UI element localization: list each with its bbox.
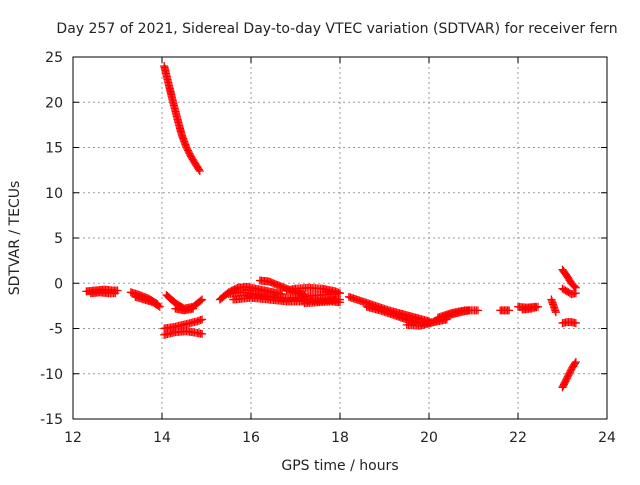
series-seg14: [282, 283, 344, 298]
series-seg15: [300, 297, 344, 308]
data-point: [154, 301, 163, 310]
data-point: [505, 306, 514, 315]
y-tick-label: 15: [45, 141, 63, 157]
data-point: [194, 165, 203, 174]
data-layer: [82, 62, 580, 392]
series-seg5: [160, 62, 204, 176]
series-seg9: [160, 327, 207, 339]
x-tick-label: 14: [153, 430, 171, 446]
series-seg2: [86, 288, 120, 298]
series-seg19: [433, 306, 482, 322]
series-seg4: [131, 292, 164, 311]
y-tick-label: 0: [54, 276, 63, 292]
data-point: [570, 282, 579, 291]
data-point: [198, 295, 207, 304]
series-seg25: [558, 284, 580, 299]
x-axis-label: GPS time / hours: [281, 458, 398, 474]
data-point: [198, 315, 207, 324]
series-seg23: [547, 295, 560, 317]
data-point: [571, 357, 580, 366]
y-tick-label: 25: [45, 50, 63, 66]
series-seg7: [171, 304, 198, 315]
data-point: [189, 304, 198, 313]
tick-layer: 12 14 16 18 20 22 24 -15 -10 -5 0 5 10 15 20 25: [40, 50, 616, 446]
y-tick-label: 5: [54, 231, 63, 247]
data-point: [571, 289, 580, 298]
y-tick-label: -5: [49, 322, 63, 338]
data-point: [195, 167, 204, 176]
data-point: [111, 289, 120, 298]
y-tick-label: 10: [45, 186, 63, 202]
x-tick-label: 18: [331, 430, 349, 446]
data-point: [336, 289, 344, 298]
data-point: [473, 306, 482, 315]
y-tick-label: 20: [45, 95, 63, 111]
data-point: [534, 302, 543, 311]
y-tick-label: -15: [40, 412, 63, 428]
data-point: [300, 291, 309, 300]
x-tick-label: 24: [598, 430, 616, 446]
y-tick-label: -10: [40, 367, 63, 383]
series-seg20: [496, 306, 514, 315]
data-point: [551, 308, 560, 317]
data-point: [155, 302, 164, 311]
y-axis-label: SDTVAR / TECUs: [7, 181, 23, 296]
x-tick-label: 20: [420, 430, 438, 446]
series-seg26: [558, 318, 580, 328]
series-seg22: [518, 302, 543, 314]
x-tick-label: 12: [64, 430, 82, 446]
chart-title: Day 257 of 2021, Sidereal Day-to-day VTE…: [56, 21, 617, 37]
grid-layer: [73, 57, 607, 419]
series-seg24: [558, 265, 580, 292]
series-seg27: [558, 357, 580, 392]
x-tick-label: 22: [509, 430, 527, 446]
series-seg8: [160, 315, 207, 333]
x-tick-label: 16: [242, 430, 260, 446]
data-point: [570, 359, 579, 368]
data-point: [198, 329, 207, 338]
data-point: [196, 296, 205, 305]
data-point: [336, 298, 344, 307]
data-point: [571, 319, 580, 328]
